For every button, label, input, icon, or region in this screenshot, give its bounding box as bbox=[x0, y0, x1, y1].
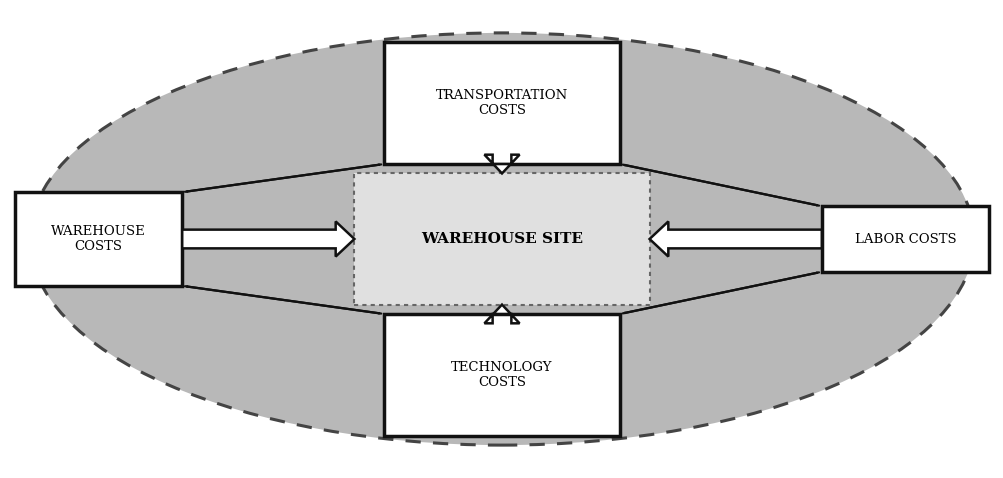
Text: WAREHOUSE
COSTS: WAREHOUSE COSTS bbox=[51, 225, 145, 253]
Polygon shape bbox=[484, 155, 519, 174]
Text: TECHNOLOGY
COSTS: TECHNOLOGY COSTS bbox=[450, 361, 553, 389]
Text: WAREHOUSE SITE: WAREHOUSE SITE bbox=[420, 232, 583, 246]
Text: LABOR COSTS: LABOR COSTS bbox=[854, 232, 955, 246]
Bar bbox=[354, 174, 649, 304]
Text: TRANSPORTATION
COSTS: TRANSPORTATION COSTS bbox=[435, 89, 568, 117]
Bar bbox=[15, 192, 183, 286]
Ellipse shape bbox=[30, 33, 973, 445]
Bar bbox=[383, 314, 620, 436]
Polygon shape bbox=[183, 221, 354, 257]
Polygon shape bbox=[649, 221, 821, 257]
Bar bbox=[383, 42, 620, 164]
Bar bbox=[821, 206, 988, 272]
Polygon shape bbox=[484, 304, 519, 323]
